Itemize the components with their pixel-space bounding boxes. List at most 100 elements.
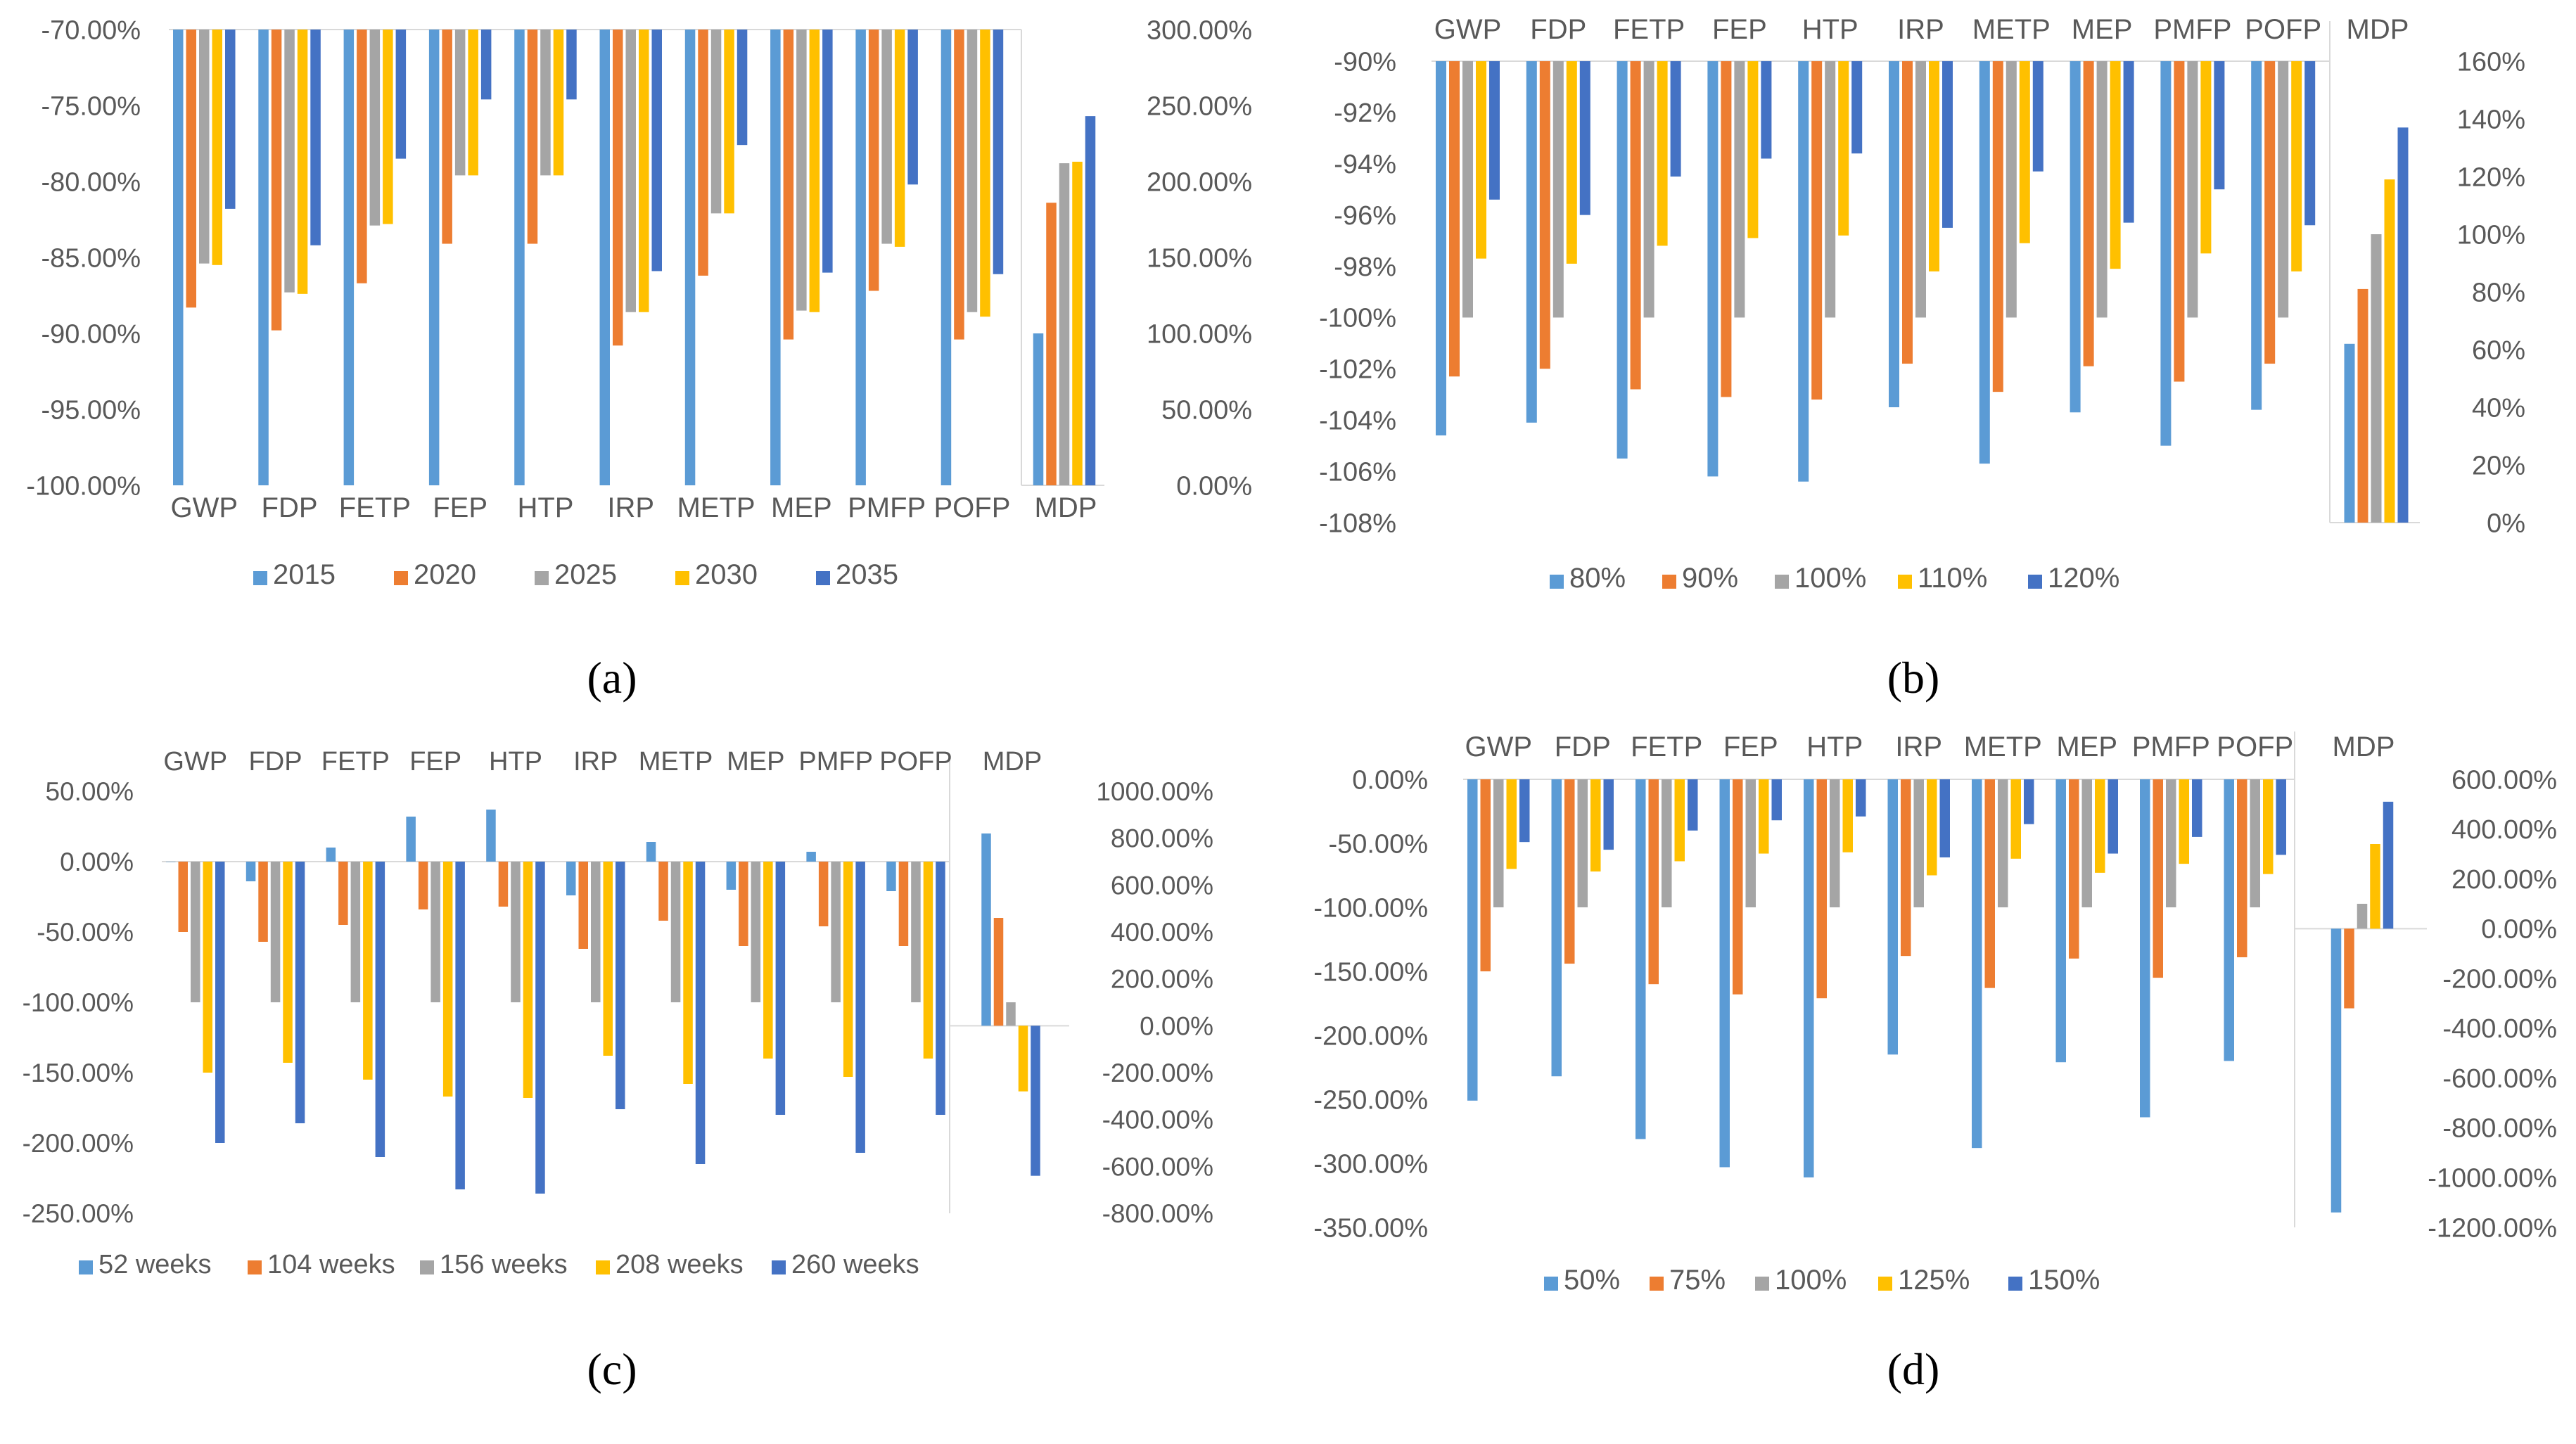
- legend-label: 2035: [836, 559, 898, 590]
- legend-label: 2025: [554, 559, 617, 590]
- bar-irp-2015: [599, 30, 610, 485]
- bar-pmfp-208-weeks: [843, 862, 853, 1077]
- bar-irp-50-: [1887, 779, 1898, 1055]
- bar-fetp-110-: [1657, 61, 1668, 246]
- bar-htp-50-: [1804, 779, 1814, 1178]
- category-label: PMFP: [798, 747, 873, 777]
- y-tick-label: -200.00%: [23, 1129, 134, 1158]
- bar-htp-156-weeks: [511, 862, 521, 1002]
- y2-tick-label: 400.00%: [2451, 815, 2557, 845]
- bar-mdp-120-: [2397, 127, 2409, 523]
- bar-metp-2025: [710, 30, 722, 214]
- bar-fetp-150-: [1688, 779, 1698, 831]
- y-tick-label: -108%: [1319, 509, 1396, 538]
- bar-mdp-100-: [2371, 234, 2382, 523]
- y-tick-label: -350.00%: [1313, 1213, 1428, 1243]
- bar-fetp-2035: [395, 30, 407, 159]
- category-label: FEP: [409, 747, 461, 777]
- bar-htp-208-weeks: [523, 862, 533, 1098]
- bar-fetp-52-weeks: [326, 848, 336, 862]
- category-label: GWP: [170, 492, 238, 523]
- y2-tick-label: 0.00%: [1176, 471, 1252, 501]
- bar-metp-110-: [2019, 61, 2030, 243]
- bar-mep-120-: [2123, 61, 2134, 223]
- chart-panel-d: 0.00% -50.00% -100.00% -150.00% -200.00% -250…: [1313, 731, 2557, 1394]
- bar-fdp-52-weeks: [246, 862, 256, 881]
- y2-tick-label: 0.00%: [1140, 1011, 1213, 1040]
- legend-swatch: [248, 1260, 262, 1274]
- bar-fdp-260-weeks: [295, 862, 305, 1123]
- legend-swatch: [253, 571, 267, 585]
- bar-fetp-50-: [1635, 779, 1646, 1139]
- y2-tick-label: 0%: [2487, 509, 2525, 538]
- y-tick-label: -50.00%: [37, 918, 134, 947]
- y2-tick-label: -200.00%: [1102, 1059, 1213, 1087]
- category-label: IRP: [1895, 731, 1942, 762]
- bar-gwp-100-: [1462, 61, 1473, 318]
- bar-fetp-100-: [1643, 61, 1654, 318]
- category-label: MDP: [2333, 731, 2395, 762]
- bar-htp-120-: [1851, 61, 1863, 154]
- legend-label: 104 weeks: [267, 1250, 395, 1279]
- category-label: FDP: [249, 747, 302, 777]
- chart-panel-a: -70.00% -75.00% -80.00% -85.00% -90.00% -95.0…: [26, 15, 1252, 703]
- legend-swatch: [2008, 1277, 2022, 1291]
- y-tick-label: -106%: [1319, 457, 1396, 487]
- bar-pofp-110-: [2291, 61, 2302, 271]
- category-label: FDP: [1530, 14, 1586, 45]
- bar-pmfp-50-: [2140, 779, 2150, 1118]
- bar-fdp-90-: [1539, 61, 1550, 369]
- bar-pofp-120-: [2304, 61, 2316, 226]
- bar-metp-150-: [2024, 779, 2034, 824]
- category-label: GWP: [163, 747, 227, 777]
- legend-label: 150%: [2028, 1265, 2100, 1296]
- bar-pofp-75-: [2237, 779, 2247, 957]
- panel-label: (c): [587, 1344, 637, 1394]
- bar-metp-75-: [1984, 779, 1995, 988]
- legend-label: 208 weeks: [616, 1250, 744, 1279]
- bar-gwp-150-: [1519, 779, 1530, 843]
- bar-mep-156-weeks: [751, 862, 761, 1002]
- bar-mdp-2030: [1072, 161, 1083, 486]
- bar-mep-2025: [796, 30, 807, 311]
- bar-fep-50-: [1719, 779, 1730, 1168]
- category-label: MEP: [2072, 14, 2133, 45]
- bar-fdp-2035: [310, 30, 321, 245]
- y2-tick-label: 20%: [2472, 451, 2525, 480]
- bar-gwp-2025: [199, 30, 210, 264]
- y2-tick-label: 600.00%: [2451, 765, 2557, 795]
- bar-pmfp-2035: [907, 30, 918, 185]
- bar-mdp-2035: [1085, 116, 1096, 485]
- panel-label: (b): [1887, 653, 1940, 703]
- bar-fep-2015: [428, 30, 440, 485]
- category-label: POFP: [2245, 14, 2321, 45]
- bar-pmfp-2020: [868, 30, 879, 291]
- bar-pofp-2020: [954, 30, 964, 340]
- y-tick-label: -100.00%: [23, 988, 134, 1017]
- y-tick-label: -80.00%: [41, 167, 141, 197]
- bar-irp-52-weeks: [566, 862, 576, 895]
- bar-pmfp-104-weeks: [818, 862, 829, 926]
- bar-gwp-110-: [1476, 61, 1486, 259]
- bar-fdp-100-: [1577, 779, 1588, 907]
- category-label: METP: [1964, 731, 2042, 762]
- category-label: IRP: [1897, 14, 1944, 45]
- bar-irp-80-: [1889, 61, 1899, 407]
- bar-gwp-260-weeks: [215, 862, 225, 1143]
- y-tick-label: -75.00%: [41, 91, 141, 121]
- y2-tick-label: 200.00%: [1147, 167, 1252, 197]
- y2-tick-label: 200.00%: [2451, 865, 2557, 895]
- bar-htp-2030: [553, 30, 564, 176]
- y2-tick-label: -600.00%: [1102, 1152, 1213, 1181]
- bar-htp-125-: [1842, 779, 1853, 852]
- legend-label: 2015: [273, 559, 336, 590]
- bar-mep-80-: [2070, 61, 2081, 413]
- bar-mep-2015: [770, 30, 781, 485]
- bar-fdp-208-weeks: [283, 862, 293, 1063]
- y2-tick-label: 100.00%: [1147, 319, 1252, 349]
- y2-tick-label: -400.00%: [1102, 1106, 1213, 1135]
- category-label: IRP: [573, 747, 618, 777]
- y-tick-label: -104%: [1319, 407, 1396, 436]
- bar-irp-208-weeks: [603, 862, 613, 1056]
- chart-panel-c: 50.00% 0.00% -50.00% -100.00% -150.00% -200.0…: [23, 747, 1213, 1394]
